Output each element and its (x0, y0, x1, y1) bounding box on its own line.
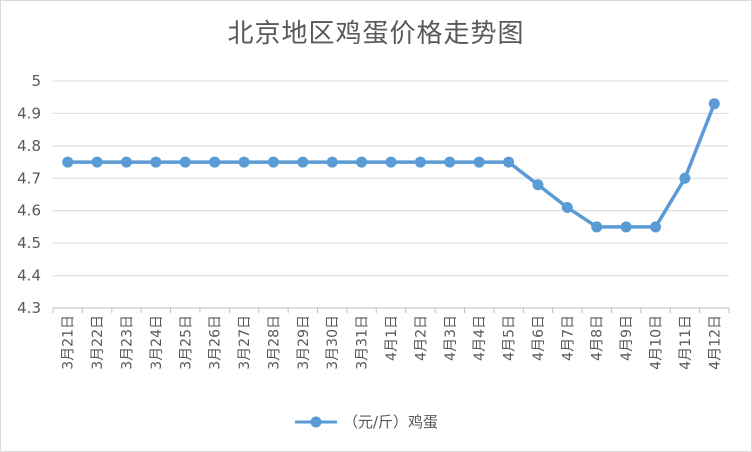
data-point (650, 221, 662, 233)
data-point (561, 201, 573, 213)
data-point (209, 156, 221, 168)
x-tick-label: 4月3日 (443, 315, 459, 361)
x-tick-label: 3月22日 (90, 315, 106, 370)
y-tick-label: 4.6 (17, 202, 41, 220)
x-tick-label: 3月30日 (325, 315, 341, 370)
gridlines (53, 80, 729, 277)
data-point (708, 98, 720, 110)
chart-title: 北京地区鸡蛋价格走势图 (227, 19, 525, 49)
y-tick-label: 4.3 (17, 299, 41, 317)
data-point (62, 156, 74, 168)
x-tick-label: 3月23日 (119, 315, 135, 370)
data-point (120, 156, 132, 168)
axes (52, 307, 730, 313)
x-tick-labels: 3月21日 3月22日 3月23日 3月24日 3月25日 3月26日 3月27日 3月28日… (61, 315, 724, 370)
y-tick-labels: 4.3 4.4 4.5 4.6 4.7 4.8 4.9 5 (17, 72, 41, 317)
x-tick-label: 3月31日 (355, 315, 371, 370)
y-tick-label: 4.5 (17, 234, 41, 252)
data-point (591, 221, 603, 233)
data-point (414, 156, 426, 168)
data-point (179, 156, 191, 168)
x-tick-label: 4月9日 (619, 315, 635, 361)
x-tick-label: 3月28日 (266, 315, 282, 370)
data-point (91, 156, 103, 168)
y-tick-label: 4.9 (17, 104, 41, 122)
y-tick-label: 4.7 (17, 169, 41, 187)
x-tick-label: 4月11日 (678, 315, 694, 370)
data-point (473, 156, 485, 168)
x-tick-label: 4月7日 (560, 315, 576, 361)
x-tick-label: 3月27日 (237, 315, 253, 370)
data-point (150, 156, 162, 168)
data-point (503, 156, 515, 168)
legend-label: （元/斤）鸡蛋 (343, 413, 438, 431)
x-tick-label: 3月24日 (149, 315, 165, 370)
data-point (326, 156, 338, 168)
x-tick-label: 4月2日 (413, 315, 429, 361)
data-point (444, 156, 456, 168)
x-tick-label: 3月26日 (208, 315, 224, 370)
x-tick-label: 4月4日 (472, 315, 488, 361)
x-tick-label: 3月21日 (61, 315, 77, 370)
x-tick-label: 4月1日 (384, 315, 400, 361)
data-point (679, 172, 691, 184)
data-point (385, 156, 397, 168)
x-tick-label: 3月29日 (296, 315, 312, 370)
x-tick-label: 4月8日 (590, 315, 606, 361)
data-point (532, 179, 544, 191)
legend: （元/斤）鸡蛋 (295, 413, 438, 431)
y-tick-label: 4.4 (17, 267, 41, 285)
x-tick-label: 3月25日 (178, 315, 194, 370)
x-tick-label: 4月5日 (502, 315, 518, 361)
series-line (62, 98, 720, 233)
data-point (238, 156, 250, 168)
y-tick-label: 4.8 (17, 137, 41, 155)
legend-marker-swatch (310, 416, 322, 428)
data-point (297, 156, 309, 168)
x-tick-label: 4月6日 (531, 315, 547, 361)
y-tick-label: 5 (31, 72, 41, 90)
data-point (356, 156, 368, 168)
x-tick-label: 4月10日 (649, 315, 665, 370)
data-point (267, 156, 279, 168)
x-tick-label: 4月12日 (707, 315, 723, 370)
data-point (620, 221, 632, 233)
